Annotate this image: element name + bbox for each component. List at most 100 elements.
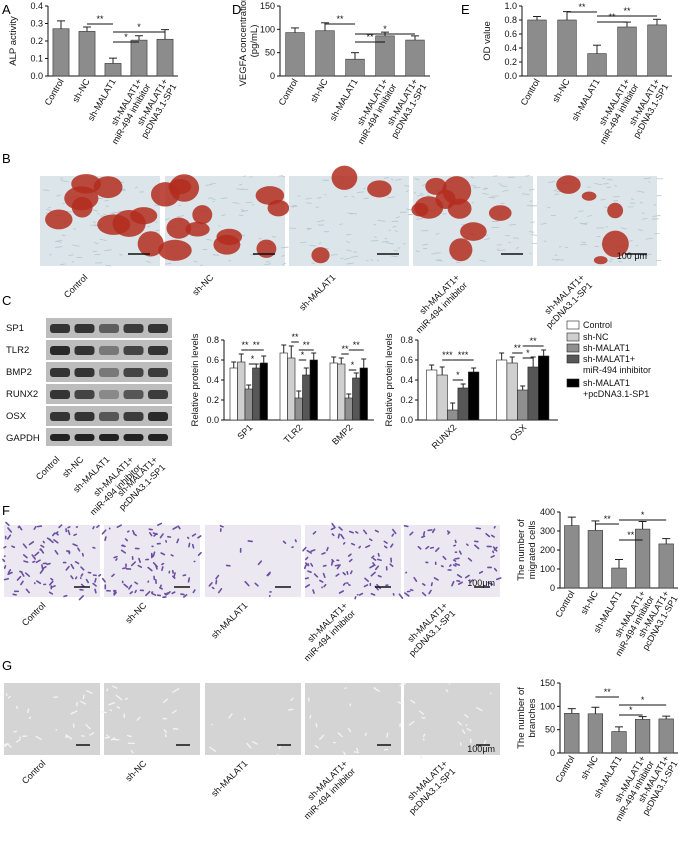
cell-stroke [457, 581, 464, 585]
fiber [208, 197, 212, 199]
cell-stroke [152, 532, 158, 536]
western-blot: SP1 TLR2 BMP2 RUNX2 OSX GAPDH [6, 318, 172, 446]
stain-blob [442, 176, 472, 205]
x-tick-label-line: sh-NC [308, 77, 330, 105]
fiber [210, 182, 216, 185]
panel-letter-G: G [2, 658, 12, 673]
micrograph-F [205, 525, 301, 598]
cell-stroke [40, 544, 45, 548]
fiber [653, 203, 657, 206]
cell-stroke [303, 564, 307, 570]
fiber [47, 207, 52, 209]
x-tick-label: Control [519, 77, 542, 107]
stain-blob [311, 247, 330, 264]
fiber [547, 180, 555, 184]
cell-stroke [409, 588, 414, 592]
cell-stroke [48, 580, 54, 586]
fiber [578, 210, 584, 212]
image-caption-B: sh-MALAT1+miR-494 inhibitor [406, 272, 469, 335]
cell-stroke [152, 551, 156, 557]
cell-stroke [18, 525, 23, 531]
tube-stroke [116, 706, 121, 709]
y-tick-label: 0.8 [504, 15, 517, 25]
blot-band [148, 324, 168, 333]
tube-stroke [364, 732, 367, 736]
significance-mark: ** [604, 687, 612, 697]
fiber [346, 233, 352, 236]
cell-stroke [42, 540, 46, 544]
legend-swatch [566, 378, 580, 388]
fiber [278, 175, 283, 177]
cell-stroke [467, 557, 473, 562]
blot-band [148, 346, 168, 355]
y-tick-label: 150 [540, 678, 555, 688]
cell-stroke [306, 549, 313, 554]
fiber [249, 176, 253, 178]
cell-stroke [417, 545, 422, 550]
cell-stroke [116, 524, 122, 528]
cell-stroke [350, 542, 356, 546]
blot-band [123, 368, 144, 377]
blot-band [74, 412, 95, 421]
fiber [165, 262, 172, 265]
cell-stroke [50, 577, 54, 581]
significance-mark: * [456, 370, 460, 380]
y-tick-label: 0.6 [400, 355, 413, 365]
fiber [49, 253, 52, 256]
bar [294, 397, 303, 421]
fiber [346, 249, 352, 252]
cell-stroke [321, 552, 326, 555]
fiber [496, 248, 500, 250]
fiber [498, 183, 502, 185]
bar [457, 387, 469, 421]
cell-stroke [77, 547, 81, 552]
y-tick-label: 0.0 [400, 415, 413, 425]
fiber [164, 217, 170, 221]
stain-blob [213, 234, 241, 255]
cell-stroke [183, 594, 188, 598]
cell-stroke [421, 535, 426, 539]
bar [104, 63, 122, 77]
y-tick-label: 400 [540, 507, 555, 517]
cell-stroke [369, 564, 375, 569]
cell-stroke [6, 534, 12, 540]
bar [517, 389, 529, 421]
cell-stroke [2, 558, 6, 563]
fiber [134, 186, 139, 189]
cell-stroke [464, 574, 470, 579]
cell-stroke [101, 577, 106, 583]
cell-stroke [41, 564, 44, 570]
blot-band [148, 412, 168, 421]
cell-stroke [7, 571, 13, 576]
significance-mark: ** [336, 14, 344, 24]
tube-stroke [278, 745, 282, 750]
fiber [232, 202, 240, 204]
legend-label-line: +pcDNA3.1-SP1 [583, 389, 649, 399]
fiber [309, 244, 317, 247]
cell-stroke [36, 580, 42, 585]
cell-stroke [257, 560, 263, 566]
x-tick-label-line: Control [519, 77, 542, 107]
cell-stroke [331, 522, 336, 529]
y-tick-label: 0 [550, 748, 555, 758]
significance-mark: ** [578, 2, 586, 12]
cell-stroke [22, 554, 28, 559]
scale-bar-label-B: 100 μm [617, 251, 647, 261]
cell-stroke [123, 583, 129, 588]
blot-label: BMP2 [6, 367, 32, 378]
cell-stroke [474, 544, 480, 550]
cell-stroke [159, 584, 162, 589]
x-tick-label: SP1 [235, 422, 254, 441]
fiber [541, 222, 547, 225]
cell-stroke [409, 531, 414, 536]
fiber [218, 225, 221, 227]
cell-stroke [219, 525, 224, 528]
fiber [311, 262, 316, 265]
fiber [426, 194, 430, 197]
cell-stroke [354, 596, 357, 600]
significance-mark: * [629, 705, 633, 715]
legend-swatch [566, 354, 580, 364]
fiber [280, 246, 289, 249]
tube-stroke [80, 700, 87, 705]
image-background [104, 683, 200, 755]
